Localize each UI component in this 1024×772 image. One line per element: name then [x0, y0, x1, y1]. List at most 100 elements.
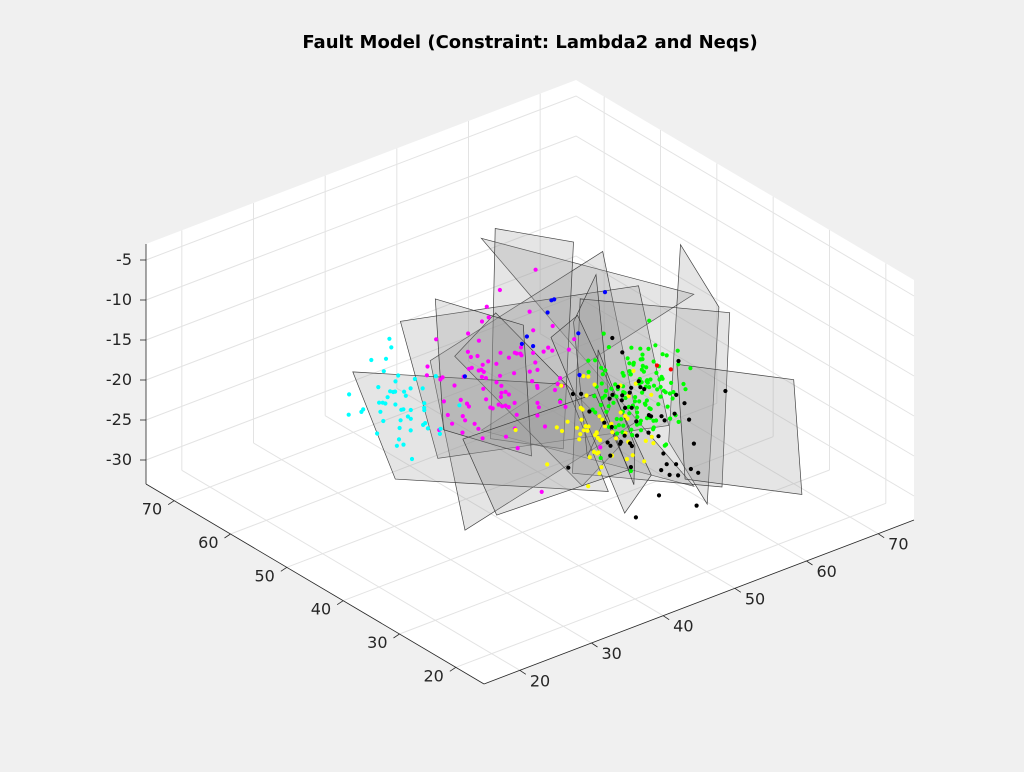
event-point — [408, 428, 413, 433]
event-point — [681, 381, 686, 387]
event-point — [457, 403, 462, 408]
event-point — [465, 349, 470, 354]
event-point — [649, 392, 654, 397]
event-point — [347, 392, 352, 397]
event-point — [579, 391, 584, 396]
z-tick-label: -10 — [106, 290, 132, 309]
event-point — [408, 407, 413, 413]
event-point — [533, 267, 538, 272]
event-point — [433, 374, 438, 379]
event-point — [610, 335, 615, 341]
event-point — [648, 406, 653, 412]
event-point — [377, 400, 382, 405]
event-point — [393, 379, 398, 384]
event-point — [425, 426, 430, 431]
event-point — [423, 421, 428, 426]
z-tick-label: -20 — [106, 370, 132, 389]
event-point — [642, 387, 647, 392]
event-point — [674, 392, 679, 397]
event-point — [620, 350, 625, 355]
event-point — [476, 426, 481, 431]
event-point — [676, 419, 681, 424]
event-point — [644, 365, 649, 370]
event-point — [577, 437, 582, 442]
event-point — [664, 353, 669, 358]
fault-plane-5 — [668, 243, 720, 506]
event-point — [586, 484, 591, 489]
event-point — [378, 409, 383, 414]
event-point — [503, 434, 509, 439]
event-point — [577, 372, 582, 378]
event-point — [683, 387, 688, 392]
event-point — [590, 407, 595, 412]
event-point — [669, 380, 674, 385]
grid-line — [230, 369, 661, 535]
event-point — [570, 391, 576, 397]
axis-line — [483, 519, 915, 685]
grid-line — [145, 215, 915, 417]
event-point — [643, 438, 648, 443]
event-point — [494, 380, 499, 385]
grid-line — [342, 436, 774, 602]
event-point — [576, 331, 581, 336]
event-point — [646, 430, 651, 435]
event-point — [409, 456, 415, 462]
event-point — [638, 385, 643, 390]
event-point — [381, 418, 386, 424]
event-point — [649, 414, 654, 419]
event-point — [660, 352, 665, 357]
event-point — [668, 367, 673, 372]
grid-line — [455, 502, 887, 668]
event-point — [640, 357, 645, 362]
event-point — [613, 425, 618, 430]
event-point — [600, 417, 605, 422]
event-point — [376, 385, 381, 390]
event-point — [723, 388, 728, 394]
event-point — [476, 368, 481, 373]
axis-tick-labels: 20 30 40 50 60 70 20 30 40 50 60 70 -5 -10 -15 -20 -25 -3… — [106, 250, 909, 690]
event-point — [389, 345, 394, 350]
x-tick-label: 50 — [745, 589, 765, 608]
event-point — [620, 393, 625, 398]
event-point — [401, 442, 406, 447]
event-point — [631, 362, 636, 367]
event-point — [651, 359, 656, 364]
event-point — [613, 382, 618, 387]
event-point — [659, 468, 664, 473]
x-tick-mark — [877, 533, 885, 538]
event-point — [600, 372, 605, 377]
event-point — [658, 394, 663, 399]
event-point — [672, 411, 677, 416]
event-point — [559, 383, 564, 388]
event-point — [524, 334, 530, 339]
event-point — [584, 393, 589, 398]
fault-plane-14 — [462, 393, 630, 516]
event-point — [592, 382, 597, 387]
event-point — [434, 337, 439, 342]
event-point — [503, 389, 508, 394]
event-point — [530, 379, 535, 384]
event-point — [583, 424, 588, 429]
event-point — [555, 381, 560, 387]
event-point — [607, 396, 612, 401]
event-point — [499, 390, 504, 395]
grid-line — [173, 336, 605, 502]
axes-grid — [145, 93, 915, 685]
y-tick-label: 70 — [142, 500, 162, 519]
event-point — [656, 434, 661, 439]
event-point — [602, 420, 607, 425]
event-point — [623, 405, 628, 410]
y-tick-mark — [167, 500, 175, 505]
event-point — [635, 414, 640, 420]
event-point — [506, 405, 511, 410]
event-point — [621, 373, 626, 378]
event-point — [585, 428, 590, 433]
event-point — [630, 433, 635, 438]
event-point — [640, 352, 645, 357]
event-point — [578, 432, 583, 437]
event-point — [627, 390, 632, 395]
event-point — [566, 347, 572, 352]
event-point — [535, 413, 540, 418]
event-point — [579, 417, 584, 422]
